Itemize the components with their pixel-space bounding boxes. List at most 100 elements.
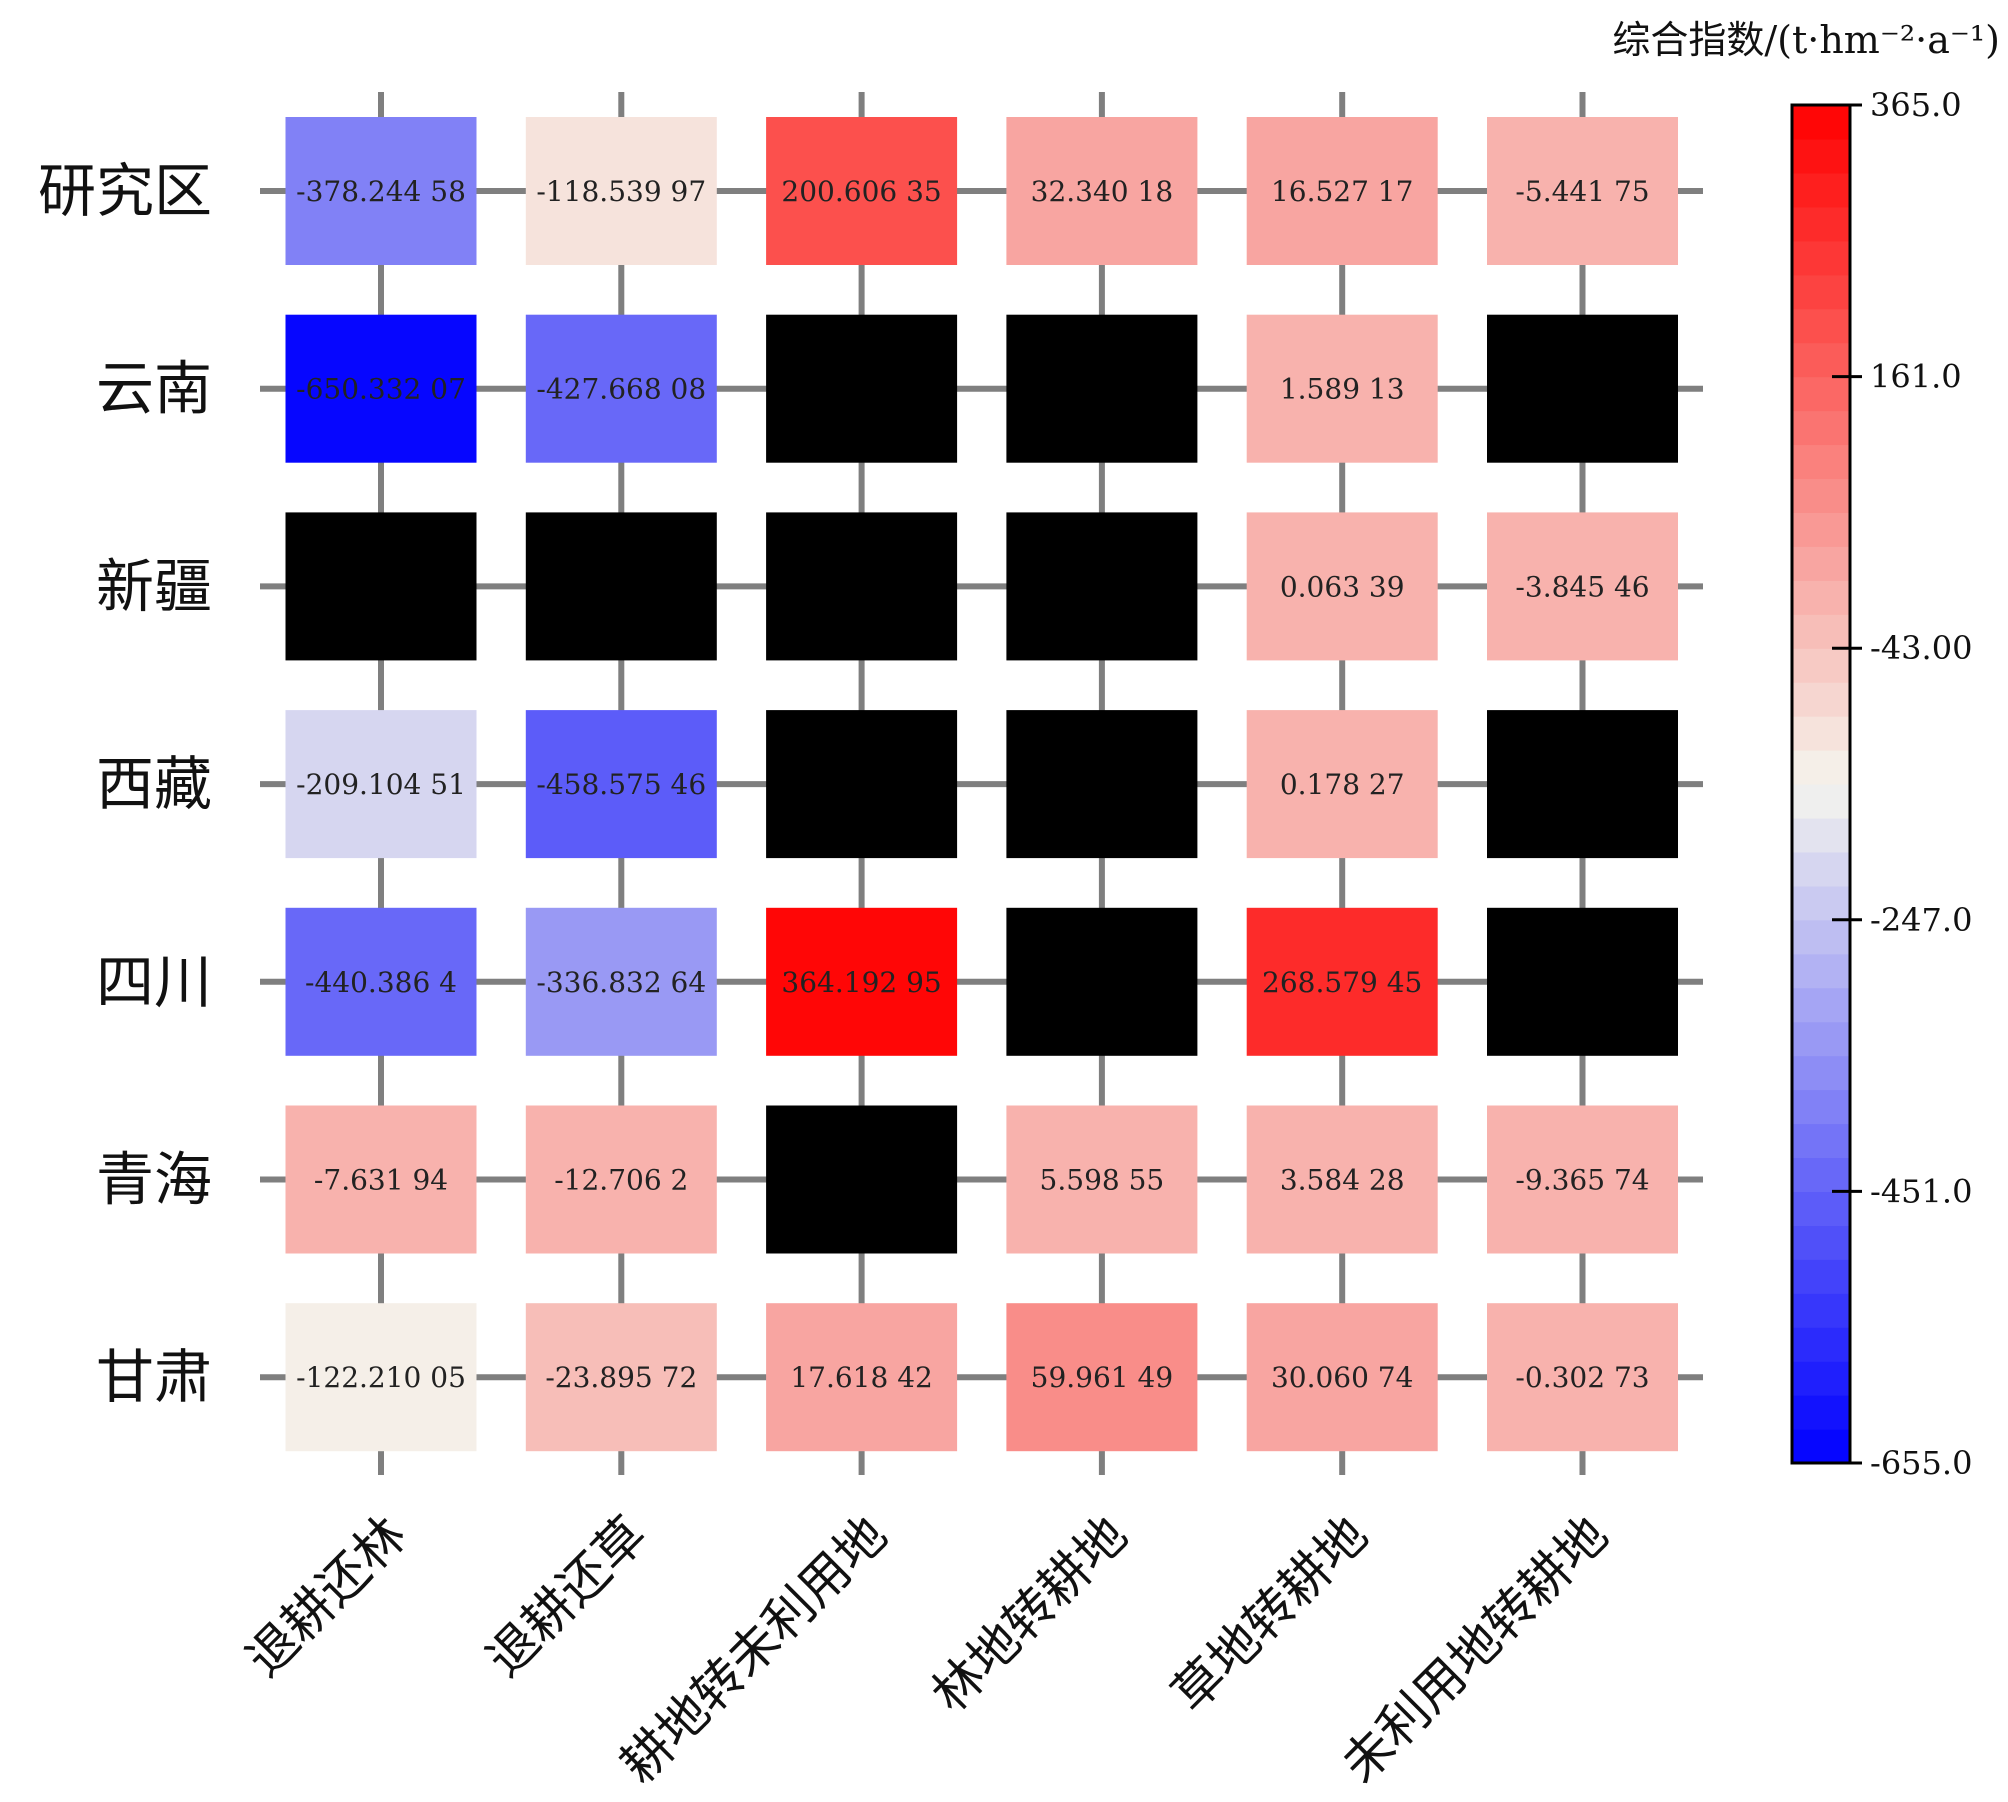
heatmap-cell — [285, 117, 477, 265]
colorbar-band — [1792, 444, 1850, 480]
colorbar-band — [1792, 546, 1850, 581]
cell-value-label: -3.845 46 — [1515, 570, 1649, 603]
cell-value-label: 30.060 74 — [1271, 1361, 1414, 1394]
cell-value-label: -122.210 05 — [296, 1361, 466, 1394]
colorbar-tick-label: -43.00 — [1870, 629, 1972, 667]
cell-value-label: 0.178 27 — [1280, 768, 1405, 801]
cell-value-label: -12.706 2 — [554, 1164, 688, 1197]
colorbar-title: 综合指数/(t·hm⁻²·a⁻¹) — [1612, 18, 2000, 62]
heatmap-cell — [525, 710, 717, 859]
heatmap-cell — [766, 512, 958, 661]
heatmap-cell — [525, 1303, 717, 1452]
row-label: 西藏 — [96, 750, 212, 818]
colorbar-band — [1792, 1259, 1850, 1294]
column-label: 退耕还林 — [235, 1505, 417, 1687]
heatmap-cell — [1487, 117, 1678, 265]
heatmap-cell — [1246, 1303, 1438, 1452]
colorbar-bands — [1792, 105, 1850, 1464]
colorbar-tick-label: 365.0 — [1870, 86, 1962, 124]
cell-value-label: 16.527 17 — [1271, 175, 1414, 208]
colorbar-band — [1792, 750, 1850, 785]
colorbar-band — [1792, 206, 1850, 242]
heatmap-cells: -378.244 58 -118.539 97 200.606 35 32.340 1… — [285, 117, 1678, 1452]
row-label: 甘肃 — [96, 1343, 212, 1411]
colorbar-band — [1792, 716, 1850, 751]
row-label: 新疆 — [96, 552, 212, 620]
heatmap-cell — [1006, 907, 1198, 1056]
cell-value-label: -458.575 46 — [536, 768, 706, 801]
colorbar-frame — [1790, 103, 1852, 1465]
heatmap-cell — [1006, 1105, 1198, 1254]
heatmap-cell — [285, 907, 477, 1056]
colorbar-band — [1792, 105, 1850, 140]
colorbar-band — [1792, 138, 1850, 174]
heatmap-cell — [285, 512, 477, 661]
heatmap-cell — [766, 1303, 958, 1452]
heatmap-cell — [1487, 710, 1678, 859]
colorbar-band — [1792, 1225, 1850, 1260]
colorbar-band — [1792, 784, 1850, 819]
heatmap-cell — [1487, 314, 1678, 463]
cell-value-label: -9.365 74 — [1515, 1164, 1649, 1197]
colorbar-band — [1792, 172, 1850, 208]
heatmap-cell — [1246, 710, 1438, 859]
row-label: 研究区 — [38, 157, 212, 225]
cell-value-label: 59.961 49 — [1031, 1361, 1174, 1394]
cell-value-label: 5.598 55 — [1040, 1164, 1165, 1197]
heatmap-cell — [766, 710, 958, 859]
colorbar-band — [1792, 953, 1850, 989]
heatmap-cell — [766, 314, 958, 463]
cell-value-label: -0.302 73 — [1515, 1361, 1649, 1394]
colorbar-band — [1792, 1429, 1850, 1464]
colorbar-band — [1792, 1191, 1850, 1226]
cell-value-label: 32.340 18 — [1031, 175, 1174, 208]
cell-value-label: 17.618 42 — [790, 1361, 933, 1394]
cell-value-label: -378.244 58 — [296, 175, 466, 208]
cell-value-label: -23.895 72 — [545, 1361, 697, 1394]
heatmap-cell — [766, 117, 958, 265]
heatmap-cell — [1006, 314, 1198, 463]
cell-value-label: 0.063 39 — [1280, 570, 1405, 603]
colorbar-band — [1792, 1327, 1850, 1362]
colorbar-tick-label: -247.0 — [1870, 901, 1972, 939]
colorbar-band — [1792, 240, 1850, 276]
column-label: 草地转耕地 — [1161, 1505, 1379, 1723]
cell-value-label: -440.386 4 — [305, 966, 457, 999]
heatmap-cell — [1006, 512, 1198, 661]
colorbar-band — [1792, 410, 1850, 446]
heatmap-cell — [525, 117, 717, 265]
cell-value-label: -118.539 97 — [536, 175, 706, 208]
colorbar-band — [1792, 1089, 1850, 1125]
colorbar-tick-label: -655.0 — [1870, 1444, 1972, 1482]
heatmap-cell — [1487, 907, 1678, 1056]
row-label: 云南 — [96, 355, 212, 423]
cell-value-label: -209.104 51 — [296, 768, 466, 801]
heatmap-cell — [1487, 1105, 1678, 1254]
colorbar-band — [1792, 682, 1850, 717]
heatmap-cell — [1246, 1105, 1438, 1254]
heatmap-cell — [285, 710, 477, 859]
heatmap-cell — [1246, 117, 1438, 265]
heatmap-cell — [1487, 1303, 1678, 1452]
cell-value-label: -336.832 64 — [536, 966, 706, 999]
colorbar-tick-label: 161.0 — [1870, 358, 1962, 396]
colorbar-band — [1792, 1055, 1850, 1091]
heatmap-cell — [766, 907, 958, 1056]
heatmap-cell — [525, 1105, 717, 1254]
colorbar-band — [1792, 614, 1850, 649]
heatmap-cell — [525, 512, 717, 661]
colorbar: 365.0 161.0 -43.00 -247.0 -451.0 -655.0 综合指数/… — [1612, 18, 2000, 1482]
cell-value-label: -427.668 08 — [536, 373, 706, 406]
column-label: 林地转耕地 — [921, 1505, 1139, 1723]
cell-value-label: -5.441 75 — [1515, 175, 1649, 208]
colorbar-tick-label: -451.0 — [1870, 1172, 1972, 1210]
colorbar-band — [1792, 478, 1850, 513]
colorbar-band — [1792, 512, 1850, 547]
colorbar-band — [1792, 987, 1850, 1023]
heatmap-cell — [285, 314, 477, 463]
cell-value-label: 268.579 45 — [1262, 966, 1422, 999]
colorbar-band — [1792, 648, 1850, 683]
colorbar-band — [1792, 376, 1850, 412]
cell-value-label: 200.606 35 — [781, 175, 941, 208]
